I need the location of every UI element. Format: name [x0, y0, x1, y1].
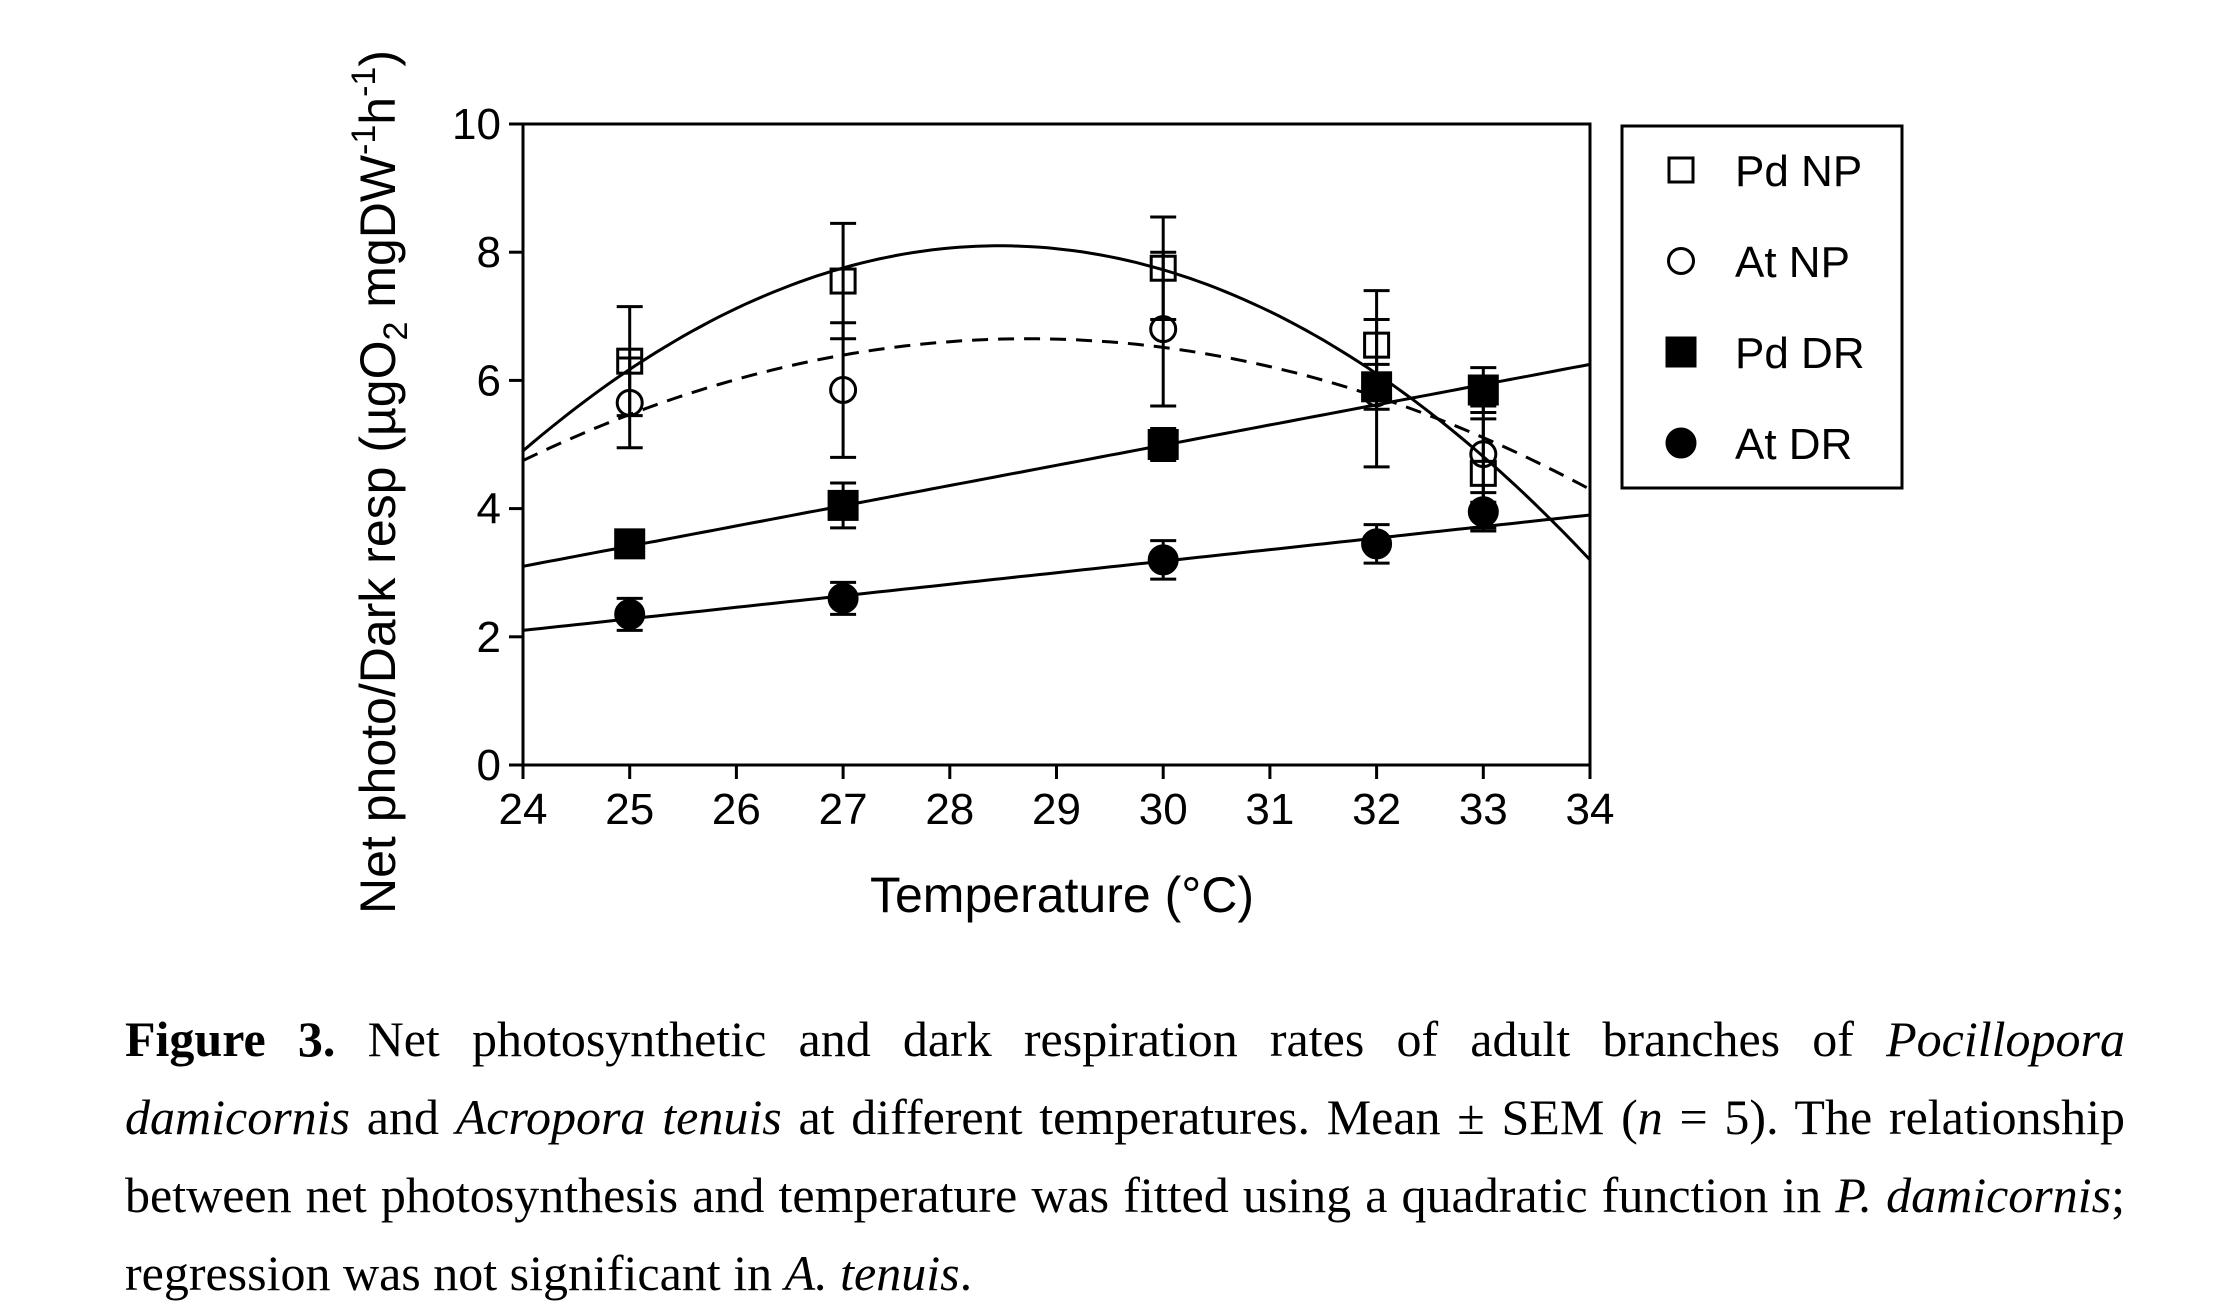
x-tick-label: 29	[1032, 785, 1081, 834]
data-point-pd-np	[1469, 459, 1497, 487]
fit-line-pd-dr	[522, 362, 1591, 568]
legend-marker-pd-np	[1667, 156, 1695, 184]
legend-marker-at-np	[1667, 247, 1695, 275]
data-point-at-dr	[1361, 528, 1393, 560]
y-tick-label: 8	[477, 228, 501, 277]
data-point-pd-np	[1149, 254, 1177, 282]
x-tick-label: 33	[1459, 785, 1508, 834]
caption-n: n	[1637, 1089, 1663, 1145]
data-point-pd-dr	[1467, 374, 1499, 406]
x-tick-label: 32	[1352, 785, 1401, 834]
fit-lines	[522, 244, 1592, 632]
caption-species-at-short: A. tenuis	[784, 1245, 960, 1301]
data-point-pd-dr	[614, 528, 646, 560]
y-axis-label-text: Net photo/Dark resp (µgO2 mgDW-1h-1)	[345, 50, 415, 914]
caption-label: Figure 3.	[125, 1011, 336, 1067]
plot-area-frame	[521, 122, 1592, 767]
x-tick-label: 27	[819, 785, 868, 834]
data-point-at-np	[829, 376, 858, 405]
y-tick-label: 0	[477, 741, 501, 790]
data-point-pd-dr	[1361, 371, 1393, 403]
data-markers	[614, 254, 1499, 630]
x-tick-label: 30	[1139, 785, 1188, 834]
data-point-at-np	[615, 388, 644, 417]
y-tick-label: 10	[452, 100, 501, 149]
data-point-pd-np	[829, 267, 857, 295]
x-tick-label: 26	[712, 785, 761, 834]
data-point-at-np	[1469, 440, 1498, 469]
y-tick-label: 4	[477, 485, 501, 534]
x-tick-label: 31	[1245, 785, 1294, 834]
caption-text: = 5). The relationship between net photo…	[125, 1089, 2125, 1223]
data-point-pd-np	[616, 347, 644, 375]
caption-species-pd-short: P. damicornis	[1835, 1167, 2112, 1223]
figure-caption: Figure 3. Net photosynthetic and dark re…	[125, 1000, 2125, 1312]
error-bars	[616, 215, 1497, 632]
y-tick-label: 6	[477, 356, 501, 405]
data-point-at-dr	[614, 598, 646, 630]
x-axis-label: Temperature (°C)	[870, 867, 1254, 923]
legend-label-pd-np: Pd NP	[1735, 147, 1862, 196]
caption-species-at: Acropora tenuis	[455, 1089, 782, 1145]
legend-label-pd-dr: Pd DR	[1735, 329, 1865, 378]
y-tick-label: 2	[477, 613, 501, 662]
fit-line-at-np	[522, 337, 1591, 491]
legend-marker-pd-dr	[1665, 336, 1697, 368]
data-point-pd-dr	[1147, 429, 1179, 460]
data-point-at-dr	[1467, 496, 1499, 528]
legend-label-at-dr: At DR	[1735, 420, 1852, 469]
caption-text: at different temperatures. Mean ± SEM (	[781, 1089, 1638, 1145]
caption-text: and	[350, 1089, 456, 1145]
x-tick-label: 24	[499, 785, 548, 834]
data-point-at-dr	[827, 582, 859, 614]
data-point-pd-dr	[827, 489, 859, 521]
y-axis-label: Net photo/Dark resp (µgO2 mgDW-1h-1)	[345, 50, 415, 914]
legend-marker-at-dr	[1665, 427, 1697, 459]
data-point-pd-np	[1363, 331, 1391, 359]
chart: Net photo/Dark resp (µgO2 mgDW-1h-1) Tem…	[345, 50, 1904, 923]
x-tick-label: 25	[605, 785, 654, 834]
x-tick-label: 28	[925, 785, 974, 834]
legend-box	[1620, 124, 1904, 490]
legend-label-at-np: At NP	[1735, 238, 1850, 287]
caption-species-pd: Pocillopora damicornis	[125, 1011, 2125, 1145]
caption-text: .	[959, 1245, 973, 1301]
data-point-at-np	[1149, 315, 1178, 344]
caption-text: Net photosynthetic and dark respiration …	[335, 1011, 1887, 1067]
legend: Pd NP At NP Pd DR At DR	[1620, 124, 1904, 490]
fit-line-pd-np	[522, 244, 1592, 561]
fit-line-at-dr	[522, 513, 1591, 632]
data-point-at-dr	[1147, 544, 1179, 576]
x-tick-label: 34	[1566, 785, 1615, 834]
